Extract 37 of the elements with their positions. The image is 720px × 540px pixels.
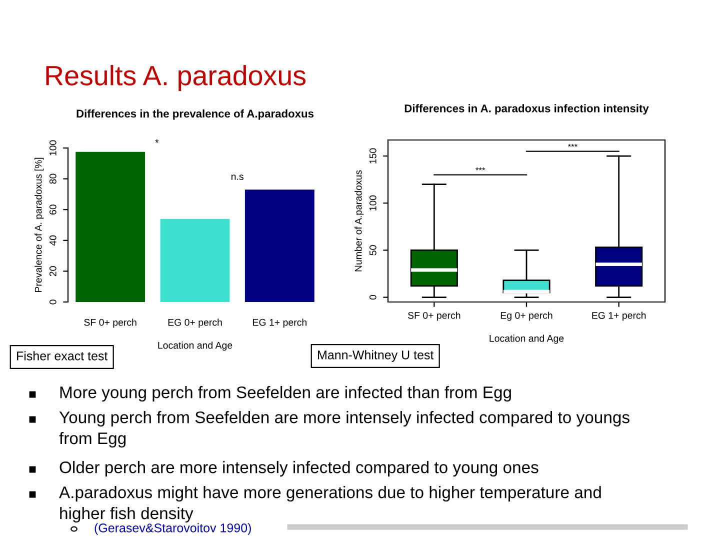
y-tick-label: 50	[369, 245, 376, 256]
text: *	[155, 139, 159, 143]
text: Older perch are more intensely infected compared to young ones	[60, 461, 538, 477]
x-tick-label: EG 0+ perch	[168, 318, 222, 328]
x-tick-label: EG 1+ perch	[253, 318, 306, 328]
chart-title: Differences in the prevalence of A.paradoxus	[76, 109, 314, 120]
y-axis-title: Prevalence of A. paradoxus [%]	[34, 158, 44, 292]
text: More young perch from Seefelden are infected than from Egg	[60, 386, 511, 402]
annotation: n.s	[231, 174, 244, 180]
y-tick-label: 60	[49, 204, 56, 215]
y-tick-label: 0	[49, 300, 56, 304]
text: (Gerasev&Starovoitov 1990)	[94, 523, 251, 535]
y-tick-label: 0	[369, 294, 376, 300]
annotation: ***	[568, 144, 578, 147]
y-tick-label: 100	[369, 195, 376, 210]
bar	[76, 152, 146, 302]
y-tick-label: 80	[49, 174, 56, 184]
text: A.paradoxus might have more generations due to higher temperature and higher fish density	[59, 486, 601, 523]
bar	[244, 190, 314, 302]
y-tick-label: 20	[49, 266, 56, 276]
bar	[160, 218, 230, 302]
chart-title: Differences in A. paradoxus infection intensity	[404, 104, 649, 115]
x-axis-title: Location and Age	[158, 342, 232, 351]
text: Mann-Whitney U test	[318, 350, 434, 362]
x-tick-label: SF 0+ perch	[408, 312, 460, 321]
text: Fisher exact test	[17, 351, 108, 360]
x-tick-label: Eg 0+ perch	[500, 312, 552, 321]
x-tick-label: SF 0+ perch	[84, 318, 136, 328]
y-tick-label: 150	[369, 148, 376, 164]
y-axis-title: Number of A.paradoxus	[354, 170, 364, 272]
y-tick-label: 40	[49, 235, 56, 246]
x-axis-title: Location and Age	[490, 334, 564, 344]
y-tick-label: 100	[49, 140, 56, 156]
text: Results A. paradoxus	[46, 65, 306, 91]
x-tick-label: EG 1+ perch	[592, 312, 646, 321]
text: Young perch from Seefelden are more intensely infected compared to youngs from Egg	[59, 411, 630, 448]
annotation: ***	[476, 167, 486, 170]
